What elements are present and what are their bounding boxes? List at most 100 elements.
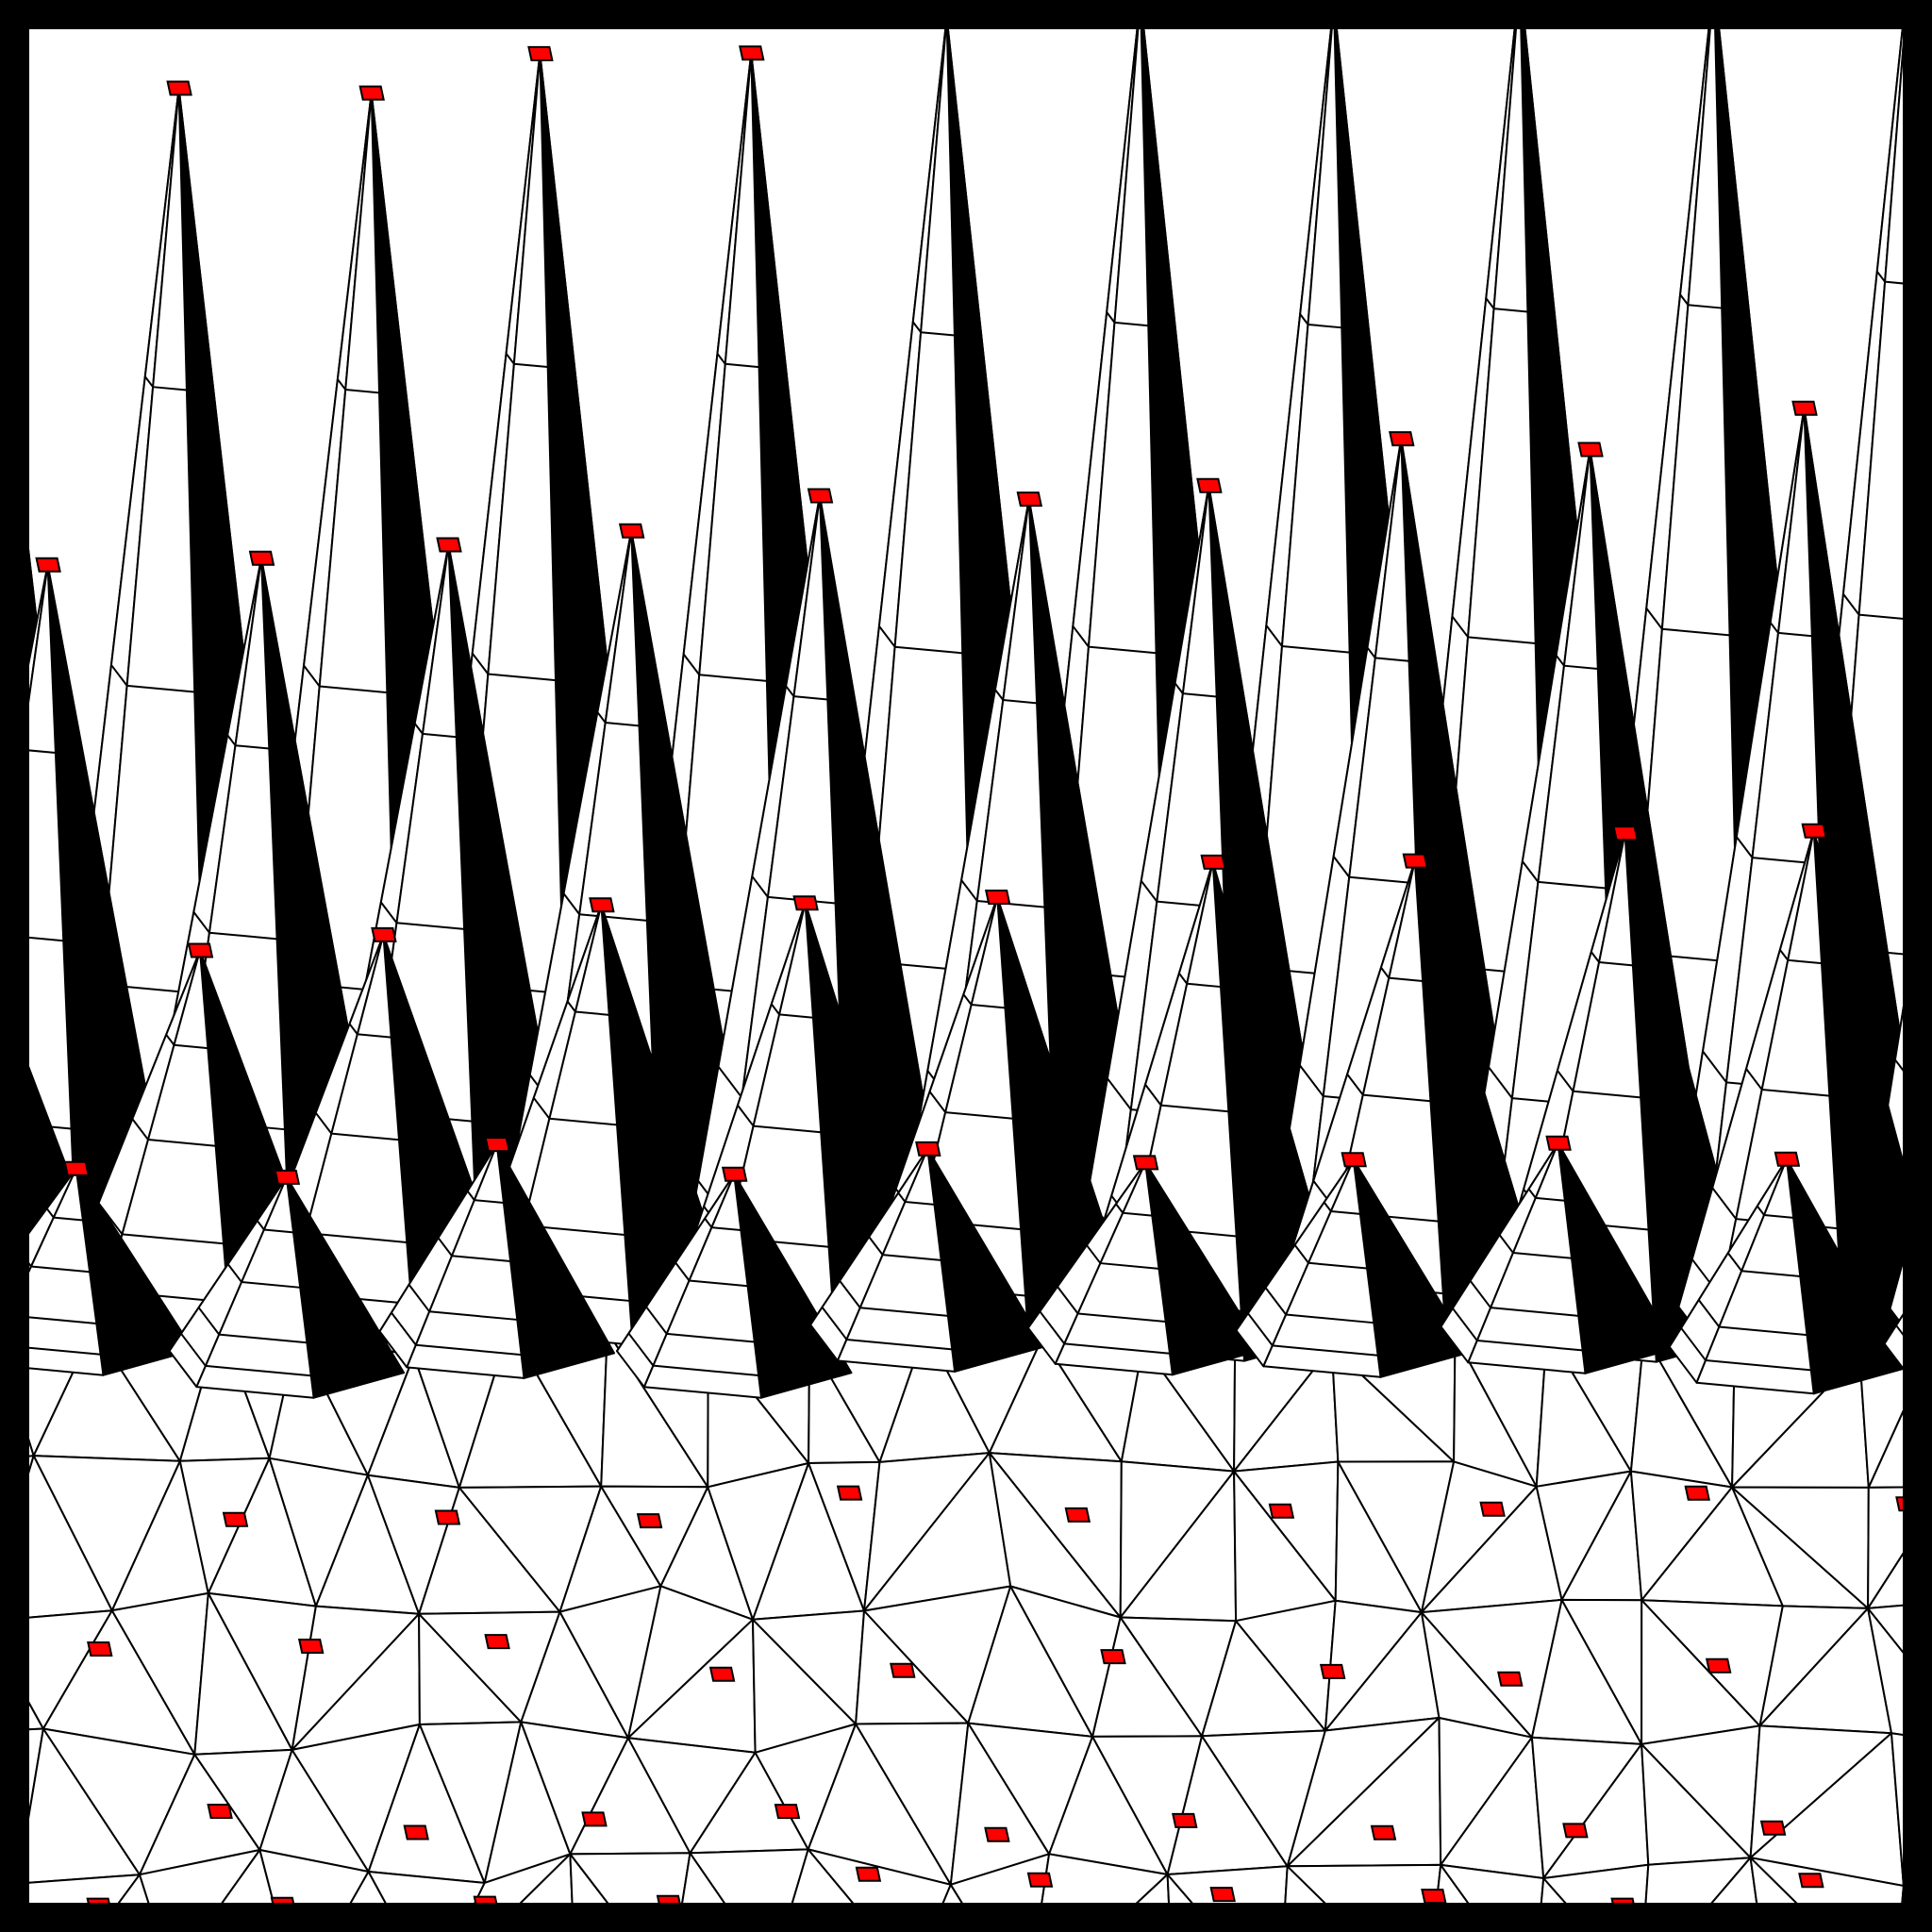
vertex-marker	[721, 1166, 748, 1182]
vertex-marker	[63, 1160, 90, 1176]
spike-ring-edge	[1281, 644, 1350, 654]
spike-ring-edge	[408, 1284, 430, 1312]
ground-triangle	[1644, 1857, 1752, 1903]
spike-ring-edge	[1323, 1201, 1332, 1212]
spike-ring-edge	[192, 911, 210, 934]
spike-ring-edge	[303, 664, 321, 688]
spike-ring-edge	[219, 1333, 308, 1344]
ground-triangle	[349, 1871, 387, 1903]
spike-ring-edge	[337, 378, 347, 391]
ground-triangle	[1890, 1732, 1903, 1887]
vertex-marker	[774, 1804, 801, 1820]
vertex-marker	[1479, 1501, 1506, 1517]
vertex-marker	[248, 550, 275, 566]
ground-triangle	[1867, 1486, 1903, 1609]
vertex-marker	[1798, 1873, 1824, 1889]
vertex-marker	[1402, 853, 1429, 869]
spike-ring-edge	[1895, 1324, 1903, 1336]
spike-ring-edge	[256, 1220, 265, 1231]
spike-ring-edge	[357, 1033, 391, 1039]
vertex-marker	[1200, 854, 1226, 870]
ground-triangle	[569, 1852, 691, 1903]
spike-ring-edge	[1299, 313, 1309, 325]
spike-ring-edge	[235, 744, 270, 750]
spike-ring-edge	[859, 1307, 949, 1317]
ground-triangle	[139, 1849, 261, 1903]
spike-ring-edge	[878, 625, 896, 648]
spike-ring-edge	[1106, 311, 1116, 324]
ground-triangle	[941, 1883, 963, 1903]
spike-ring-edge	[1115, 1203, 1124, 1214]
spike-ring-edge	[1661, 627, 1730, 637]
vertex-marker	[984, 1826, 1010, 1842]
vertex-marker	[207, 1804, 233, 1819]
spike-ring-edge	[263, 1228, 294, 1234]
vertex-marker	[1774, 1151, 1801, 1167]
spike-ring-edge	[422, 732, 457, 739]
spike-ring-edge	[882, 1254, 941, 1261]
spike-ring-edge	[1272, 1344, 1378, 1357]
spike-ring-edge	[575, 1010, 609, 1016]
spike-ring-edge	[1498, 1234, 1514, 1254]
spike-ring-edge	[596, 711, 607, 724]
vertex-marker	[484, 1634, 510, 1650]
spike-ring-edge	[1563, 664, 1598, 671]
spike-ring-edge	[562, 892, 581, 915]
vertex-marker	[1370, 1824, 1397, 1840]
spike-ring-edge	[911, 321, 922, 333]
spike-face	[1889, 1258, 1903, 1327]
spike-ring-edge	[1160, 1104, 1229, 1113]
spike-ring-edge	[1264, 1287, 1287, 1316]
spike-ring-edge	[122, 1233, 225, 1245]
spike-ring-edge	[1100, 1262, 1159, 1270]
spike-ring-edge	[1697, 1299, 1721, 1328]
spike-ring-edge	[1389, 976, 1424, 982]
spike-ring-edge	[897, 1191, 907, 1203]
spike-ring-edge	[45, 1208, 55, 1219]
vertex-marker	[473, 1895, 498, 1903]
vertex-marker	[403, 1824, 429, 1840]
spike-ring-edge	[1590, 951, 1600, 963]
spike-ring-edge	[945, 1111, 1013, 1120]
spike-ring-edge	[737, 1105, 755, 1127]
spike-ring-edge	[415, 1343, 522, 1357]
ground-triangle	[519, 1853, 574, 1903]
vertex-marker	[1268, 1503, 1295, 1519]
vertex-marker	[1196, 477, 1223, 493]
spike-ring-edge	[147, 1139, 216, 1147]
spike-ring-edge	[1476, 1340, 1583, 1352]
spike-ring-edge	[785, 685, 795, 697]
vertex-marker	[297, 1639, 325, 1654]
vertex-marker	[836, 1485, 863, 1501]
spike-ring-edge	[1680, 1327, 1707, 1361]
vertex-marker	[166, 80, 192, 96]
vertex-marker	[1341, 1152, 1367, 1168]
spike-ring-edge	[1557, 1070, 1574, 1092]
vertex-marker	[1791, 400, 1818, 416]
spike-ring-edge	[1349, 875, 1417, 885]
spike-ring-edge	[1745, 1068, 1763, 1091]
spike-ring-edge	[699, 674, 767, 682]
spike-ring-edge	[396, 922, 465, 930]
spike-ring-edge	[1107, 1077, 1132, 1110]
vertex-marker	[527, 45, 554, 61]
spike-ring-edge	[1777, 631, 1812, 638]
spike-ring-edge	[1265, 625, 1283, 647]
spike-ring-edge	[1332, 856, 1351, 878]
ground-triangle	[1867, 1607, 1903, 1737]
ground-triangle	[1710, 1857, 1758, 1903]
spike-ring-edge	[960, 879, 978, 902]
spike-ring-edge	[962, 993, 973, 1006]
spike-ring-edge	[1293, 1244, 1309, 1264]
ground-triangle	[1041, 1853, 1169, 1903]
vertex-marker	[187, 942, 214, 958]
spike-ring-edge	[1702, 1050, 1727, 1083]
spike-ring-edge	[1452, 1307, 1478, 1341]
spike-ring-edge	[174, 1043, 208, 1050]
vertex-marker	[1497, 1671, 1524, 1687]
spike-ring-edge	[724, 362, 759, 369]
spike-ring-edge	[627, 1332, 655, 1367]
spike-ring-edge	[549, 1117, 618, 1126]
